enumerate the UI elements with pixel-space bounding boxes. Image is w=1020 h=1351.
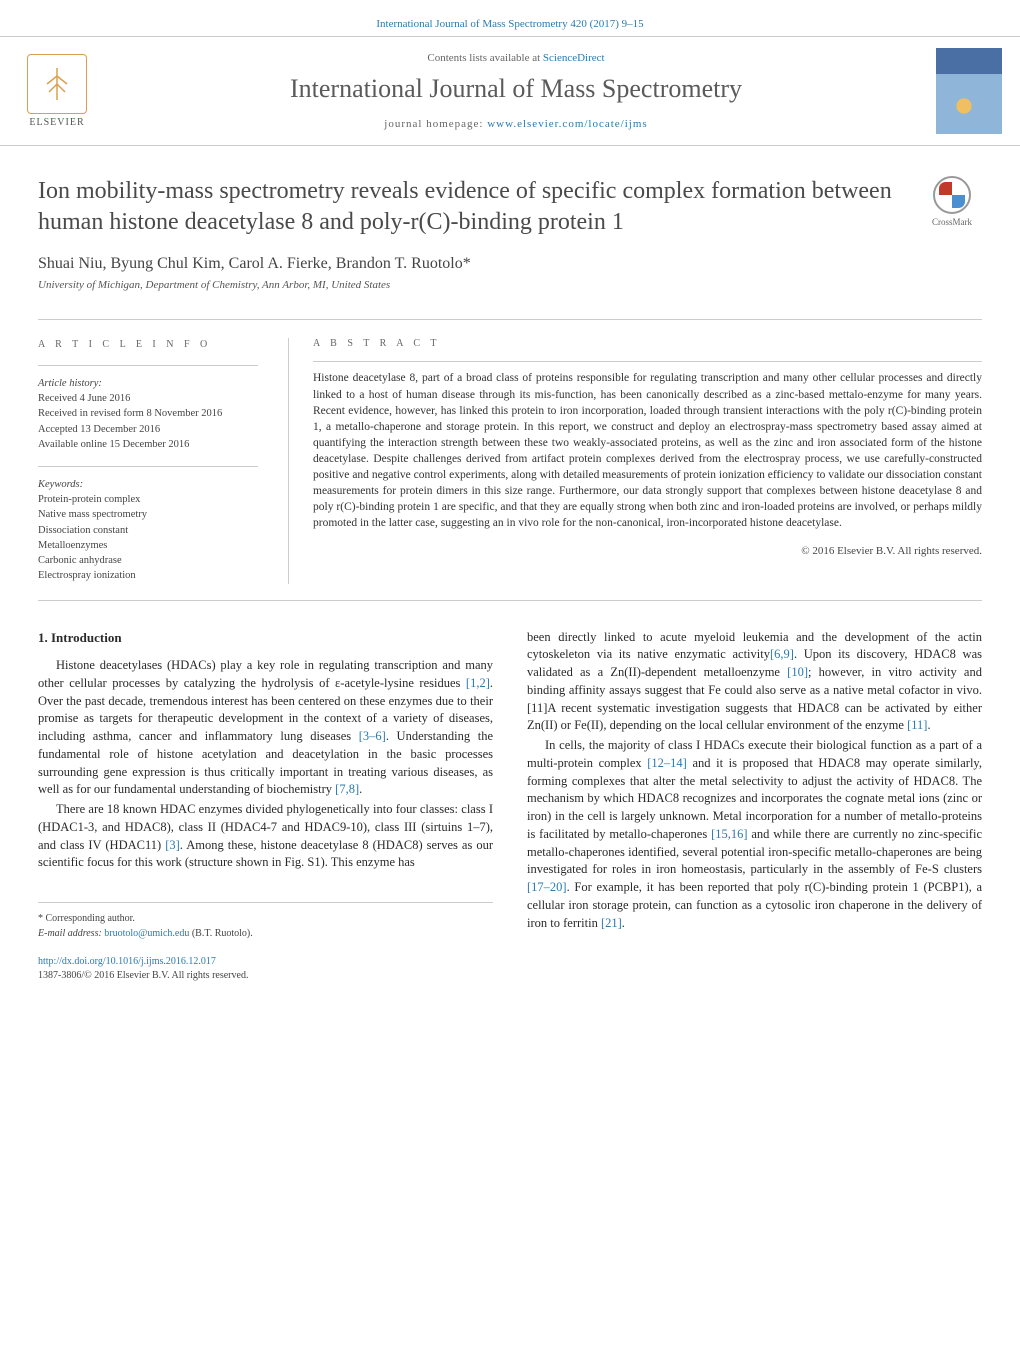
citation-link[interactable]: [17–20] xyxy=(527,880,567,894)
body-paragraph: Histone deacetylases (HDACs) play a key … xyxy=(38,657,493,799)
citation-link[interactable]: [7,8] xyxy=(335,782,359,796)
citation-link[interactable]: [10] xyxy=(787,665,808,679)
affiliation: University of Michigan, Department of Ch… xyxy=(38,279,982,291)
corresponding-author-footer: * Corresponding author. E-mail address: … xyxy=(38,902,493,941)
doi-link[interactable]: http://dx.doi.org/10.1016/j.ijms.2016.12… xyxy=(38,956,216,967)
citation-link[interactable]: [15,16] xyxy=(711,827,747,841)
keyword: Carbonic anhydrase xyxy=(38,553,258,568)
history-received: Received 4 June 2016 xyxy=(38,391,258,406)
journal-cover-thumbnail[interactable] xyxy=(936,48,1002,134)
body-columns: 1. Introduction Histone deacetylases (HD… xyxy=(38,629,982,984)
citation-link[interactable]: [1,2] xyxy=(466,676,490,690)
masthead-center: Contents lists available at ScienceDirec… xyxy=(112,52,920,130)
email-label: E-mail address: xyxy=(38,928,104,939)
email-link[interactable]: bruotolo@umich.edu xyxy=(104,928,189,939)
keyword: Electrospray ionization xyxy=(38,568,258,583)
section-heading-intro: 1. Introduction xyxy=(38,629,493,647)
crossmark-icon xyxy=(933,176,971,214)
section-divider xyxy=(38,600,982,601)
history-revised: Received in revised form 8 November 2016 xyxy=(38,406,258,421)
article-info-heading: A R T I C L E I N F O xyxy=(38,338,258,353)
citation-link[interactable]: [12–14] xyxy=(647,756,687,770)
authors-list: Shuai Niu, Byung Chul Kim, Carol A. Fier… xyxy=(38,255,982,273)
elsevier-tree-icon xyxy=(27,54,87,114)
keyword: Protein-protein complex xyxy=(38,492,258,507)
citation-link[interactable]: [3] xyxy=(165,838,180,852)
body-paragraph: been directly linked to acute myeloid le… xyxy=(527,629,982,736)
body-paragraph: In cells, the majority of class I HDACs … xyxy=(527,737,982,932)
keywords-label: Keywords: xyxy=(38,477,258,492)
email-author-name: (B.T. Ruotolo). xyxy=(189,928,252,939)
abstract-text: Histone deacetylase 8, part of a broad c… xyxy=(313,370,982,531)
keyword: Native mass spectrometry xyxy=(38,507,258,522)
citation-link[interactable]: [3–6] xyxy=(359,729,386,743)
issn-copyright: 1387-3806/© 2016 Elsevier B.V. All right… xyxy=(38,969,493,983)
article-title: Ion mobility-mass spectrometry reveals e… xyxy=(38,176,904,237)
crossmark-label: CrossMark xyxy=(932,217,972,227)
citation-link[interactable]: [6,9] xyxy=(770,647,794,661)
crossmark-badge[interactable]: CrossMark xyxy=(922,176,982,227)
contents-line: Contents lists available at ScienceDirec… xyxy=(112,52,920,64)
citation-header: International Journal of Mass Spectromet… xyxy=(0,0,1020,36)
abstract-column: A B S T R A C T Histone deacetylase 8, p… xyxy=(288,338,982,583)
left-column: 1. Introduction Histone deacetylases (HD… xyxy=(38,629,493,984)
keyword: Dissociation constant xyxy=(38,523,258,538)
doi-block: http://dx.doi.org/10.1016/j.ijms.2016.12… xyxy=(38,955,493,983)
journal-name: International Journal of Mass Spectromet… xyxy=(112,74,920,104)
article-info-column: A R T I C L E I N F O Article history: R… xyxy=(38,338,258,583)
citation-link[interactable]: [11] xyxy=(907,718,927,732)
abstract-copyright: © 2016 Elsevier B.V. All rights reserved… xyxy=(313,545,982,557)
right-column: been directly linked to acute myeloid le… xyxy=(527,629,982,984)
keyword: Metalloenzymes xyxy=(38,538,258,553)
homepage-link[interactable]: www.elsevier.com/locate/ijms xyxy=(487,118,647,130)
citation-link[interactable]: [21] xyxy=(601,916,622,930)
abstract-heading: A B S T R A C T xyxy=(313,338,982,349)
masthead: ELSEVIER Contents lists available at Sci… xyxy=(0,36,1020,146)
homepage-line: journal homepage: www.elsevier.com/locat… xyxy=(112,118,920,130)
history-label: Article history: xyxy=(38,376,258,391)
history-accepted: Accepted 13 December 2016 xyxy=(38,422,258,437)
publisher-logo[interactable]: ELSEVIER xyxy=(18,47,96,135)
sciencedirect-link[interactable]: ScienceDirect xyxy=(543,52,605,64)
publisher-name: ELSEVIER xyxy=(29,117,84,128)
citation-link[interactable]: International Journal of Mass Spectromet… xyxy=(376,18,643,30)
body-paragraph: There are 18 known HDAC enzymes divided … xyxy=(38,801,493,872)
history-online: Available online 15 December 2016 xyxy=(38,437,258,452)
corresponding-label: * Corresponding author. xyxy=(38,911,493,926)
